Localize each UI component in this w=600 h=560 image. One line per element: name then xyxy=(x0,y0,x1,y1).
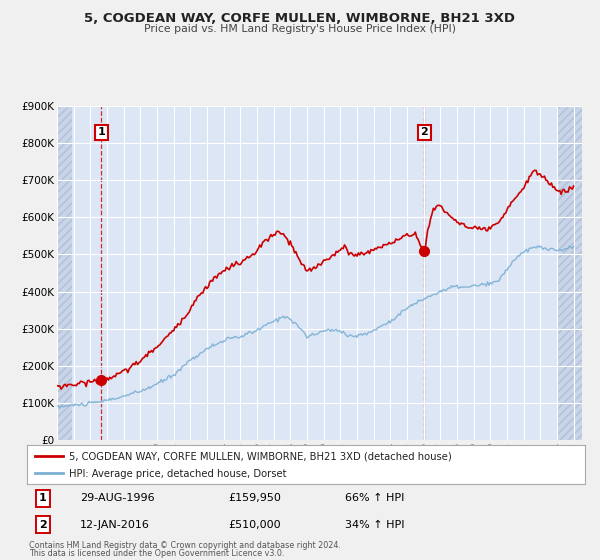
Text: £510,000: £510,000 xyxy=(228,520,281,530)
Text: Contains HM Land Registry data © Crown copyright and database right 2024.: Contains HM Land Registry data © Crown c… xyxy=(29,541,341,550)
Text: £159,950: £159,950 xyxy=(228,493,281,503)
Text: 1: 1 xyxy=(39,493,46,503)
Text: 1: 1 xyxy=(98,127,105,137)
Text: Price paid vs. HM Land Registry's House Price Index (HPI): Price paid vs. HM Land Registry's House … xyxy=(144,24,456,34)
Bar xyxy=(559,106,583,440)
Text: 5, COGDEAN WAY, CORFE MULLEN, WIMBORNE, BH21 3XD: 5, COGDEAN WAY, CORFE MULLEN, WIMBORNE, … xyxy=(85,12,515,25)
Text: 2: 2 xyxy=(39,520,46,530)
Text: 66% ↑ HPI: 66% ↑ HPI xyxy=(345,493,404,503)
Text: 5, COGDEAN WAY, CORFE MULLEN, WIMBORNE, BH21 3XD (detached house): 5, COGDEAN WAY, CORFE MULLEN, WIMBORNE, … xyxy=(69,452,452,462)
Bar xyxy=(57,106,73,440)
Text: 34% ↑ HPI: 34% ↑ HPI xyxy=(345,520,404,530)
Text: This data is licensed under the Open Government Licence v3.0.: This data is licensed under the Open Gov… xyxy=(29,549,284,558)
Text: 29-AUG-1996: 29-AUG-1996 xyxy=(80,493,155,503)
Text: 12-JAN-2016: 12-JAN-2016 xyxy=(80,520,150,530)
Text: 2: 2 xyxy=(421,127,428,137)
Text: HPI: Average price, detached house, Dorset: HPI: Average price, detached house, Dors… xyxy=(69,469,286,479)
